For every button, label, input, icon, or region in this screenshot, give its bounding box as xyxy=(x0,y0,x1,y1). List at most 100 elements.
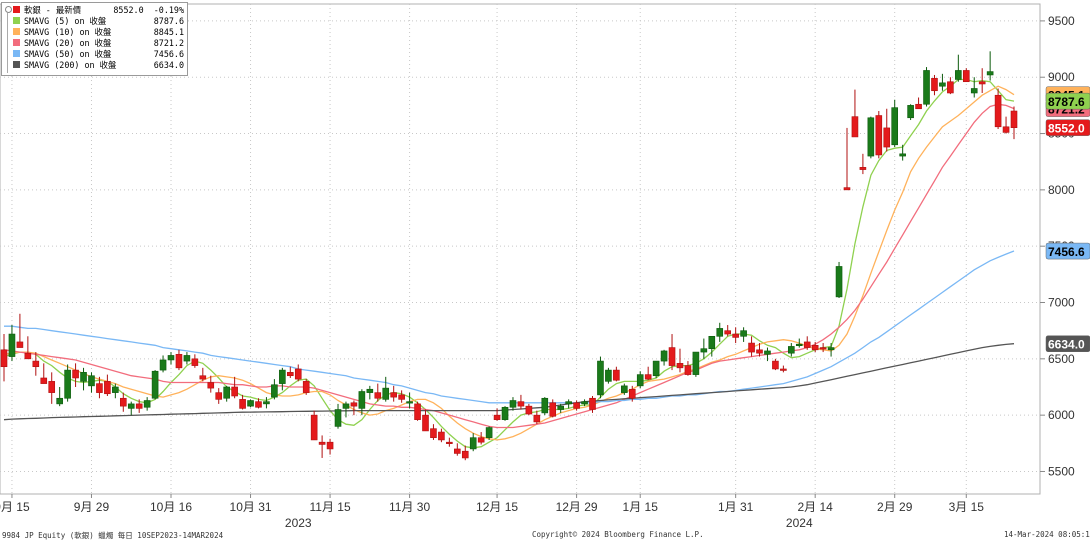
candle xyxy=(628,385,636,402)
x-tick-label: 10月 31 xyxy=(230,500,272,514)
axis-badge-label: 7456.6 xyxy=(1048,245,1085,259)
candle xyxy=(803,336,811,350)
axis-badge: 7456.6 xyxy=(1045,242,1090,260)
candle xyxy=(883,108,891,152)
x-year-label: 2024 xyxy=(786,516,813,530)
candle xyxy=(215,388,223,404)
candle-body xyxy=(406,401,413,404)
y-tick-label: 9500 xyxy=(1048,14,1075,28)
candle xyxy=(994,88,1002,130)
candle-body xyxy=(493,414,501,420)
candle-body xyxy=(438,431,445,441)
series-line-smavg-20- xyxy=(3,103,1015,429)
legend-value: 7456.6 xyxy=(153,49,184,59)
candle xyxy=(557,403,564,413)
candle xyxy=(978,68,986,93)
candle xyxy=(859,153,867,175)
candle xyxy=(56,386,63,407)
candle-body xyxy=(350,402,358,407)
y-tick-label: 6000 xyxy=(1048,408,1075,422)
candle-body xyxy=(621,385,628,393)
candle xyxy=(899,144,906,161)
candle-body xyxy=(636,374,644,387)
candle xyxy=(875,111,883,159)
candle xyxy=(143,397,151,411)
candle xyxy=(605,367,612,384)
legend-label: SMAVG (200) on 收盤 xyxy=(24,60,117,70)
candle xyxy=(135,399,143,413)
candle xyxy=(366,385,374,400)
candle-body xyxy=(668,347,676,366)
candle xyxy=(279,367,286,391)
x-tick-label: 3月 15 xyxy=(949,500,985,514)
legend-value: 8845.1 xyxy=(153,27,184,37)
candle xyxy=(247,399,254,408)
candle xyxy=(64,364,71,402)
legend-value: 8787.6 xyxy=(153,16,184,26)
candle-body xyxy=(613,369,620,381)
legend-collapse-icon[interactable] xyxy=(5,6,12,13)
candle-body xyxy=(962,70,970,83)
candle-body xyxy=(811,345,819,351)
candle xyxy=(454,443,461,456)
candle xyxy=(955,54,962,82)
candle-body xyxy=(334,409,342,427)
y-tick-label: 8000 xyxy=(1048,183,1075,197)
candle xyxy=(430,424,437,440)
candle xyxy=(485,426,493,440)
legend-swatch-sma200 xyxy=(13,61,20,68)
candle-body xyxy=(294,368,302,380)
candle-body xyxy=(573,402,580,409)
candle xyxy=(573,400,580,411)
candle-body xyxy=(907,105,914,119)
candle xyxy=(104,374,111,396)
candle xyxy=(517,394,525,410)
candle-body xyxy=(970,88,978,94)
candle xyxy=(939,73,946,91)
candle-body xyxy=(469,437,477,450)
candle xyxy=(119,392,127,412)
candle-body xyxy=(310,414,318,441)
candle xyxy=(24,336,32,360)
candle xyxy=(692,351,700,377)
candle-body xyxy=(978,81,986,85)
candle xyxy=(151,370,159,400)
candle xyxy=(239,394,246,410)
candle-body xyxy=(986,71,994,76)
candle xyxy=(756,343,763,357)
candle-body xyxy=(64,369,71,399)
x-tick-label: 12月 15 xyxy=(476,500,518,514)
candle-body xyxy=(740,330,747,337)
legend-swatch-sma20 xyxy=(13,39,20,46)
candle xyxy=(509,397,517,411)
candle xyxy=(207,375,215,393)
candle xyxy=(565,399,572,409)
candle xyxy=(660,349,668,366)
candle-body xyxy=(151,370,159,399)
x-tick-label: 9月 15 xyxy=(0,500,30,514)
candle xyxy=(255,398,262,409)
candle-body xyxy=(302,381,310,393)
candle-body xyxy=(509,400,517,408)
candle xyxy=(382,376,390,402)
candle-body xyxy=(342,403,350,409)
candle-body xyxy=(676,363,684,369)
series-line-smavg-10- xyxy=(3,85,1015,441)
candle xyxy=(819,343,827,353)
candle xyxy=(398,390,405,403)
candle-body xyxy=(899,153,906,157)
candle-body xyxy=(32,360,40,368)
candle-body xyxy=(112,386,119,393)
candle-body xyxy=(366,388,374,393)
axis-badge-label: 8552.0 xyxy=(1048,122,1085,136)
candle-body xyxy=(501,406,509,420)
y-tick-label: 5500 xyxy=(1048,464,1075,478)
axis-badge-bg xyxy=(1045,119,1090,136)
candle-body xyxy=(40,377,48,384)
candle-body xyxy=(461,450,469,459)
candle-body xyxy=(199,375,207,380)
candle xyxy=(223,385,230,402)
candle-body xyxy=(167,355,175,361)
candle xyxy=(589,396,596,413)
